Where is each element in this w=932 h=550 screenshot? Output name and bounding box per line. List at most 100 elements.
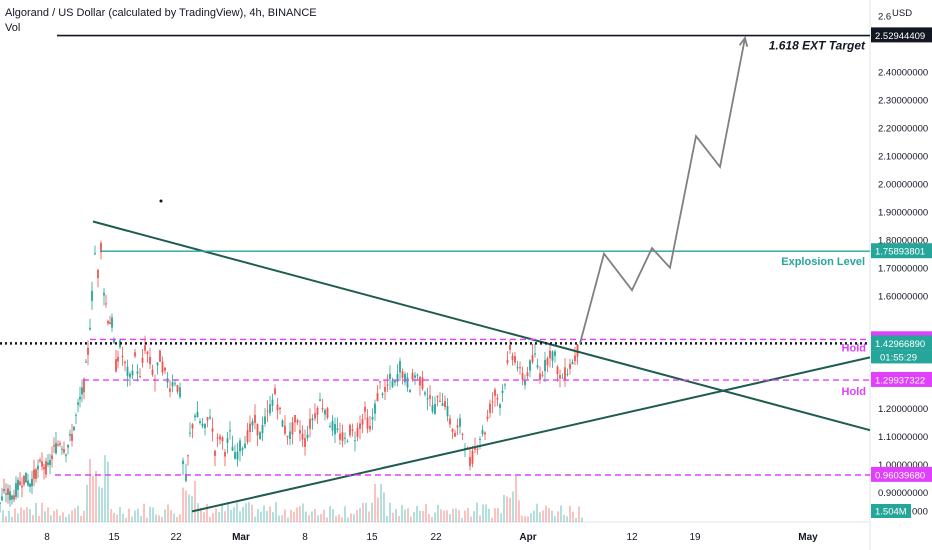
volume-bar [416, 505, 418, 522]
volume-bar [284, 509, 286, 522]
price-tag-label: 1.42966890 [875, 339, 925, 350]
volume-bar [422, 510, 424, 522]
candle-body [11, 495, 13, 500]
volume-bar [488, 508, 490, 522]
candle-body [284, 425, 286, 434]
y-tick-label: 1.00000000 [878, 460, 928, 471]
volume-bar [380, 483, 382, 522]
volume-bar [8, 510, 10, 522]
candle-body [13, 495, 15, 500]
volume-bar [152, 507, 154, 522]
candle-body [396, 374, 399, 382]
volume-bar [101, 487, 103, 522]
volume-bar [212, 513, 214, 522]
candle-body [89, 327, 91, 330]
projection-path [579, 37, 746, 344]
candle-body [569, 363, 571, 369]
volume-bar [323, 509, 325, 522]
candle-body [17, 479, 19, 490]
volume-bar [569, 505, 571, 522]
candle-body [241, 448, 244, 451]
volume-bar [335, 516, 337, 522]
volume-bar [29, 509, 31, 522]
candle-body [49, 460, 51, 466]
candle-body [316, 408, 319, 415]
volume-bar [170, 510, 172, 522]
candle-body [185, 473, 187, 481]
candle-body [279, 407, 281, 410]
volume-bar [458, 510, 460, 522]
candle-body [541, 374, 544, 376]
candle-body [246, 430, 249, 443]
candle-body [459, 418, 461, 427]
volume-bar [350, 513, 352, 522]
volume-bar [182, 487, 184, 522]
candle-body [83, 378, 85, 393]
candle-body [441, 403, 444, 406]
volume-bar [35, 502, 37, 522]
volume-bar [386, 515, 388, 522]
volume-bar [188, 494, 190, 522]
candle-body [151, 369, 154, 375]
volume-bar [257, 509, 259, 522]
candle-body [141, 357, 144, 363]
candle-body [361, 419, 364, 425]
candle-body [409, 389, 411, 393]
candle-body [499, 404, 501, 408]
volume-indicator-label: Vol [5, 22, 21, 34]
volume-bar [116, 514, 118, 522]
candle-body [31, 478, 33, 487]
volume-bar [299, 506, 301, 522]
candle-body [94, 253, 96, 255]
candle-body [126, 366, 129, 376]
candle-body [224, 451, 226, 457]
volume-tag [871, 504, 911, 518]
candle-body [97, 270, 99, 279]
volume-bar [419, 510, 421, 522]
candle-body [3, 489, 5, 492]
candle-body [384, 386, 386, 392]
candle-body [286, 435, 289, 438]
candle-body [194, 415, 196, 418]
hold-label-1: Hold [842, 342, 866, 354]
candle-body [561, 377, 564, 379]
volume-bar [131, 516, 133, 522]
volume-bar [566, 516, 568, 522]
volume-bar [221, 503, 223, 522]
volume-bar [347, 517, 349, 522]
candle-body [164, 367, 166, 371]
volume-bar [506, 496, 508, 522]
volume-bar [383, 492, 385, 522]
candle-body [374, 403, 376, 414]
candle-body [149, 357, 151, 365]
y-tick-label: 1.20000000 [878, 404, 928, 415]
volume-bar [143, 503, 145, 522]
volume-bar [158, 515, 160, 522]
candle-body [244, 443, 246, 449]
candle-body [71, 433, 73, 441]
volume-bar [68, 514, 70, 522]
candle-body [554, 351, 556, 356]
x-tick-label: May [798, 532, 818, 543]
candle-body [449, 418, 451, 425]
y-tick-label: 0.90000000 [878, 488, 928, 499]
volume-bar [173, 513, 175, 522]
candle-body [206, 417, 209, 421]
candle-body [379, 381, 381, 383]
candle-body [536, 365, 539, 368]
candle-body [27, 480, 29, 486]
volume-bar [254, 516, 256, 522]
volume-bar [395, 509, 397, 522]
volume-bar [113, 512, 115, 522]
candle-body [81, 387, 83, 395]
candle-body [109, 322, 111, 325]
candle-body [100, 242, 102, 253]
y-tick-label: 2.10000000 [878, 152, 928, 163]
volume-bar [389, 502, 391, 522]
candle-body [519, 367, 521, 369]
candle-body [439, 401, 441, 403]
volume-bar [281, 515, 283, 522]
price-tag-hold-lower [871, 466, 932, 482]
